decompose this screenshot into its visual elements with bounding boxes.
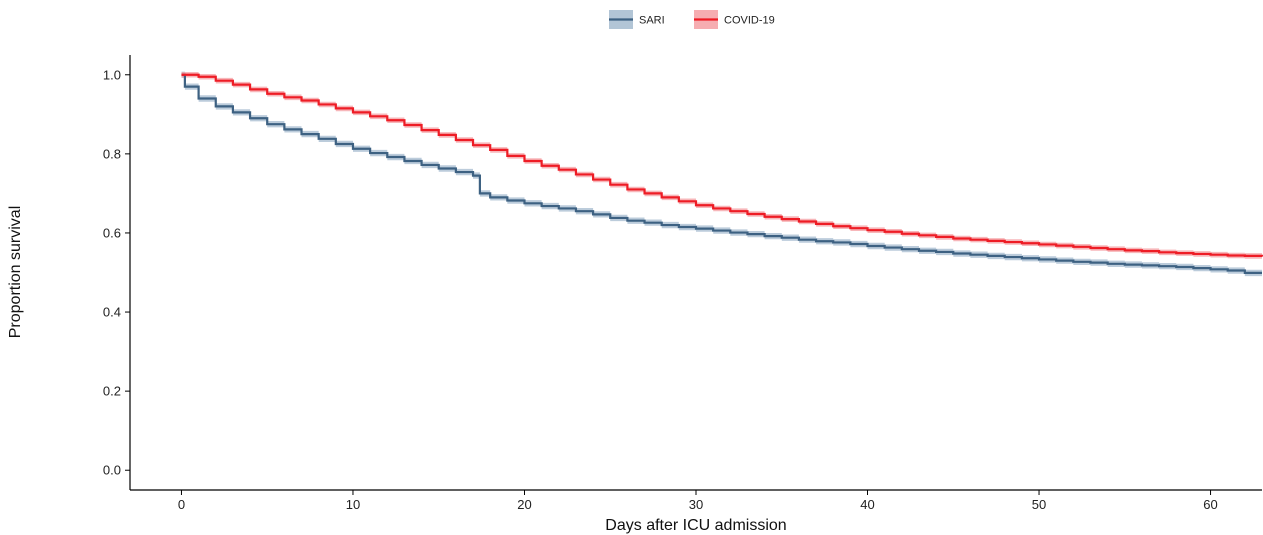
y-tick-label: 1.0 bbox=[103, 67, 121, 82]
y-tick-label: 0.8 bbox=[103, 146, 121, 161]
y-tick-label: 0.0 bbox=[103, 463, 121, 478]
x-tick-label: 0 bbox=[178, 497, 185, 512]
x-tick-label: 40 bbox=[860, 497, 874, 512]
y-tick-label: 0.6 bbox=[103, 225, 121, 240]
y-axis-title: Proportion survival bbox=[7, 206, 24, 339]
x-tick-label: 50 bbox=[1032, 497, 1046, 512]
y-tick-label: 0.4 bbox=[103, 305, 121, 320]
legend-label-1: COVID-19 bbox=[724, 15, 775, 27]
x-axis-title: Days after ICU admission bbox=[605, 517, 786, 534]
x-tick-label: 30 bbox=[689, 497, 703, 512]
line-series-1 bbox=[181, 73, 1263, 257]
legend: SARI COVID-19 bbox=[609, 10, 775, 29]
line-series-0 bbox=[181, 73, 1262, 274]
y-tick-label: 0.2 bbox=[103, 384, 121, 399]
x-tick-label: 20 bbox=[517, 497, 531, 512]
series-lines bbox=[181, 73, 1263, 274]
confidence-bands bbox=[181, 71, 1262, 277]
x-tick-label: 10 bbox=[346, 497, 360, 512]
axes: 0 10 20 30 40 50 60 0.0 0.2 0.4 0.6 0.8 1.0 bbox=[103, 55, 1262, 512]
x-tick-label: 60 bbox=[1203, 497, 1217, 512]
legend-label-0: SARI bbox=[639, 15, 665, 27]
